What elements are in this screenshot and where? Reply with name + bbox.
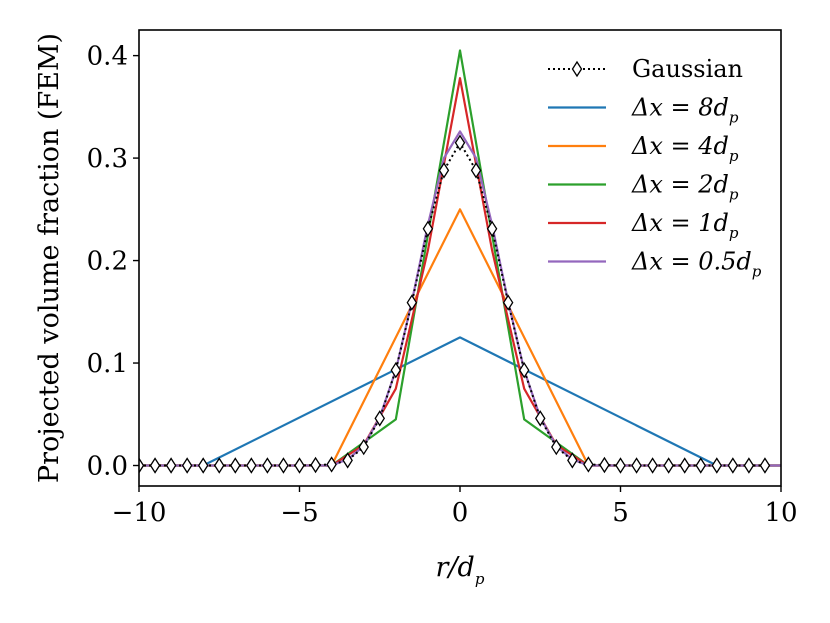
gaussian-diamond-marker xyxy=(246,457,257,474)
gaussian-diamond-marker xyxy=(438,162,450,179)
gaussian-diamond-marker xyxy=(454,134,466,151)
gaussian-diamond-marker xyxy=(727,457,739,474)
legend-entry-2: Δx = 4dp xyxy=(548,132,739,165)
y-tick-label: 0.4 xyxy=(87,42,128,72)
y-tick-label: 0.2 xyxy=(87,247,128,277)
gaussian-diamond-marker xyxy=(679,457,690,474)
x-tick-label: −5 xyxy=(280,498,318,528)
gaussian-diamond-marker xyxy=(711,457,723,474)
legend-entry-4: Δx = 1dp xyxy=(548,209,739,242)
gaussian-diamond-marker xyxy=(294,457,305,474)
gaussian-diamond-marker xyxy=(278,457,289,474)
legend-label: Δx = 0.5dp xyxy=(631,248,762,281)
gaussian-diamond-marker xyxy=(647,457,658,474)
gaussian-diamond-marker xyxy=(583,456,594,473)
x-tick-label: 0 xyxy=(452,498,469,528)
axes: −10 −5 0 5 10 0.0 0.1 0.2 0.3 0.4 r/dp Projected vo… xyxy=(34,29,798,588)
gaussian-diamond-marker xyxy=(374,410,386,427)
gaussian-diamond-marker xyxy=(358,438,369,456)
gaussian-diamond-marker xyxy=(139,457,145,474)
gaussian-diamond-marker xyxy=(342,452,353,469)
gaussian-diamond-marker xyxy=(390,362,402,379)
gaussian-diamond-marker xyxy=(631,457,642,474)
gaussian-diamond-marker xyxy=(213,457,225,474)
series-line-4 xyxy=(139,77,781,467)
series-line-1 xyxy=(139,336,781,467)
legend-label: Δx = 2dp xyxy=(631,171,739,204)
gaussian-diamond-marker xyxy=(567,452,578,469)
gaussian-diamond-marker xyxy=(518,362,530,379)
gaussian-diamond-marker xyxy=(406,294,418,311)
legend: Gaussian Δx = 8dp Δx = 4dp Δx = 2dp Δx = 1dp… xyxy=(548,55,762,281)
series-line-gaussian xyxy=(139,140,765,467)
gaussian-diamond-marker xyxy=(695,457,707,474)
gaussian-diamond-marker xyxy=(262,457,273,474)
gaussian-diamond-marker xyxy=(534,410,546,427)
gaussian-diamond-marker xyxy=(230,457,241,474)
x-tick-label: 10 xyxy=(764,498,797,528)
legend-entry-3: Δx = 2dp xyxy=(548,171,739,204)
gaussian-diamond-marker xyxy=(197,457,209,474)
gaussian-diamond-marker xyxy=(149,457,161,474)
gaussian-diamond-marker xyxy=(422,220,434,237)
gaussian-diamond-marker xyxy=(165,457,177,474)
series-layer xyxy=(139,49,781,474)
legend-label: Δx = 1dp xyxy=(631,209,739,242)
gaussian-diamond-marker xyxy=(486,220,498,237)
y-tick-label: 0.0 xyxy=(87,452,128,482)
legend-entry-0: Gaussian xyxy=(548,55,743,83)
gaussian-diamond-marker xyxy=(310,456,321,474)
gaussian-diamond-marker xyxy=(743,457,755,474)
gaussian-diamond-marker xyxy=(551,438,562,456)
y-tick-label: 0.1 xyxy=(87,349,128,379)
gaussian-diamond-marker xyxy=(615,457,626,474)
gaussian-diamond-marker xyxy=(326,456,337,473)
x-axis-label: r/dp xyxy=(436,552,485,588)
legend-label: Δx = 4dp xyxy=(631,132,739,165)
x-tick-label: −10 xyxy=(112,498,167,528)
gaussian-diamond-marker xyxy=(599,456,610,474)
legend-label: Δx = 8dp xyxy=(631,94,739,127)
gaussian-diamond-marker xyxy=(181,457,193,474)
legend-label: Gaussian xyxy=(632,55,743,83)
y-axis-label: Projected volume fraction (FEM) xyxy=(34,33,65,483)
x-tick-label: 5 xyxy=(612,498,629,528)
legend-entry-5: Δx = 0.5dp xyxy=(548,248,762,281)
legend-entry-1: Δx = 8dp xyxy=(548,94,739,127)
gaussian-diamond-marker xyxy=(470,162,482,179)
gaussian-diamond-marker xyxy=(502,294,514,311)
y-tick-label: 0.3 xyxy=(87,144,128,174)
gaussian-diamond-marker xyxy=(759,457,771,474)
gaussian-diamond-marker xyxy=(663,457,674,474)
legend-diamond-marker xyxy=(571,60,583,78)
